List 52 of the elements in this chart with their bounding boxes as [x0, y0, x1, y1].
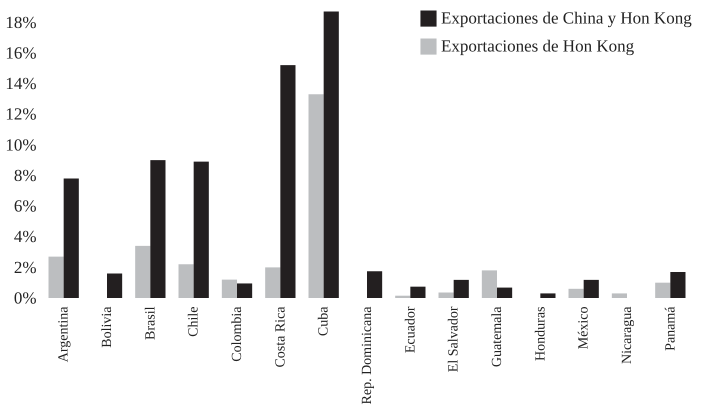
bar: [612, 293, 627, 298]
bar: [655, 282, 670, 298]
x-tick-label: Ecuador: [403, 306, 418, 354]
bar: [497, 288, 512, 298]
bar: [308, 94, 324, 298]
bar: [280, 65, 296, 298]
y-tick-label: 2%: [14, 258, 36, 277]
bar: [64, 178, 79, 298]
y-tick-label: 8%: [14, 166, 36, 185]
bar: [178, 264, 194, 298]
bar: [150, 160, 166, 298]
bar: [568, 288, 584, 298]
bar: [438, 292, 454, 298]
y-tick-label: 18%: [5, 12, 36, 32]
x-tick-label: Honduras: [533, 306, 548, 361]
y-tick-label: 0%: [14, 288, 36, 308]
y-tick-label: 14%: [5, 74, 36, 94]
x-tick-label: Bolivia: [100, 306, 115, 348]
bar: [410, 286, 426, 298]
bar: [107, 273, 122, 298]
x-tick-label: Brasil: [143, 306, 158, 340]
bar: [194, 162, 209, 298]
x-tick-label: México: [576, 306, 592, 350]
bar: [135, 246, 150, 298]
bar: [222, 280, 237, 298]
bar: [265, 267, 280, 298]
legend-label: Exportaciones de Hon Kong: [441, 36, 635, 56]
x-tick-label: Chile: [186, 306, 202, 337]
x-tick-label: Panamá: [663, 306, 678, 351]
x-tick-label: Guatemala: [490, 306, 505, 368]
x-tick-label: Costa Rica: [273, 306, 288, 368]
x-tick-label: Nicaragua: [620, 306, 635, 364]
bar: [454, 280, 469, 298]
x-tick-label: Cuba: [316, 306, 332, 336]
y-tick-label: 12%: [5, 104, 36, 124]
bar: [324, 12, 339, 298]
x-tick-label: Argentina: [56, 306, 72, 362]
bar: [482, 270, 497, 298]
bar: [584, 280, 599, 298]
bar: [237, 283, 252, 298]
y-tick-label: 10%: [5, 135, 36, 154]
y-tick-label: 16%: [5, 43, 36, 62]
x-tick-label: El Salvador: [446, 306, 462, 372]
bar: [540, 293, 556, 298]
legend-label: Exportaciones de China y Hon Kong: [441, 8, 692, 28]
bar: [48, 256, 64, 298]
y-tick-label: 4%: [14, 227, 36, 246]
bar: [367, 271, 382, 298]
x-tick-label: Rep. Dominicana: [360, 306, 375, 404]
bar: [670, 272, 686, 298]
x-tick-label: Colombia: [230, 306, 245, 362]
y-tick-label: 6%: [14, 196, 36, 216]
